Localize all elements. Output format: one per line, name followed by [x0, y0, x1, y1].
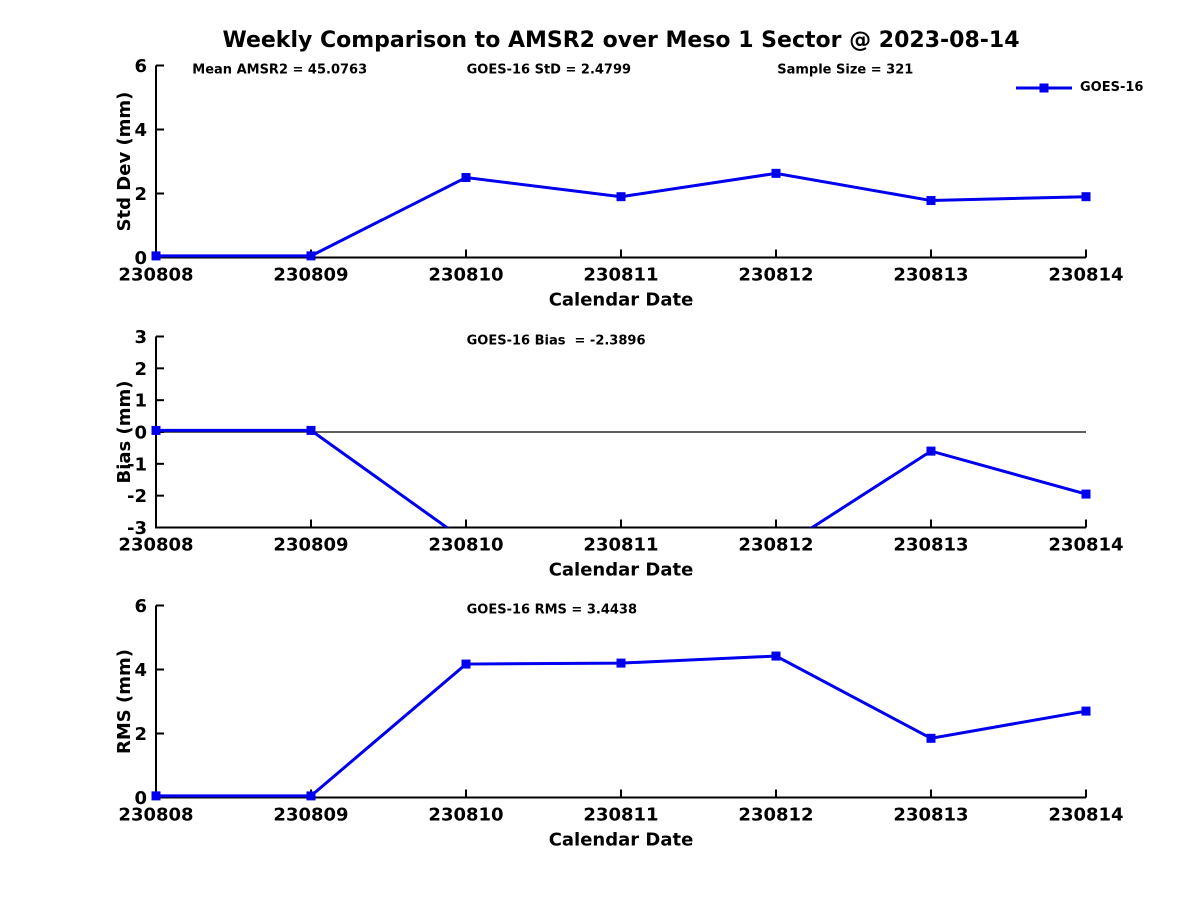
- data-point-marker: [771, 651, 781, 661]
- y-tick-label: 0: [134, 248, 147, 269]
- y-tick-label: 2: [134, 359, 147, 380]
- data-point-marker: [771, 168, 781, 178]
- data-point-marker: [616, 192, 626, 202]
- x-tick-label: 230809: [273, 535, 348, 556]
- y-tick-label: 3: [134, 327, 147, 348]
- data-point-marker: [461, 173, 471, 182]
- data-point-marker: [926, 733, 936, 743]
- y-tick-label: -3: [127, 518, 147, 539]
- x-axis-label: Calendar Date: [549, 290, 694, 311]
- y-tick-label: 4: [134, 660, 147, 681]
- data-point-marker: [926, 446, 936, 456]
- y-tick-label: 4: [134, 120, 147, 141]
- data-point-marker: [461, 659, 471, 669]
- data-point-marker: [151, 251, 161, 261]
- legend-line-marker-icon: [1016, 83, 1072, 93]
- y-tick-label: -2: [127, 486, 147, 507]
- axes-spines: [155, 605, 1086, 799]
- chart-title: Weekly Comparison to AMSR2 over Meso 1 S…: [222, 28, 1020, 53]
- data-point-marker: [151, 425, 161, 435]
- y-tick-label: 0: [134, 788, 147, 809]
- y-axis-label: Bias (mm): [114, 381, 135, 484]
- y-axis-label: Std Dev (mm): [114, 92, 135, 232]
- data-point-marker: [1081, 706, 1091, 716]
- x-tick-label: 230809: [273, 265, 348, 286]
- x-tick-label: 230813: [893, 265, 968, 286]
- data-point-marker: [616, 658, 626, 668]
- x-tick-label: 230814: [1048, 805, 1123, 826]
- data-point-marker: [306, 791, 316, 801]
- y-tick-label: 6: [134, 596, 147, 617]
- legend-square-marker-icon: [1039, 83, 1049, 93]
- axes-spines: [155, 65, 1086, 259]
- data-point-marker: [926, 196, 936, 206]
- y-tick-label: 2: [134, 724, 147, 745]
- data-point-marker: [151, 791, 161, 801]
- subplot-std-dev: 0 2 4 6 230808 230809 230810 230811 230812 230813…: [114, 56, 1124, 311]
- x-tick-label: 230808: [118, 265, 193, 286]
- x-tick-label: 230810: [428, 805, 503, 826]
- y-tick-label: 6: [134, 56, 147, 77]
- x-tick-label: 230813: [893, 805, 968, 826]
- stat-annotation: GOES-16 Bias = -2.3896: [467, 334, 646, 349]
- x-tick-label: 230811: [583, 805, 658, 826]
- y-tick-label: 0: [134, 423, 147, 444]
- y-tick-label: 1: [134, 391, 147, 412]
- subplot-rms: 0 2 4 6 230808 230809 230810 230811 230812 230813…: [114, 596, 1124, 851]
- stat-annotation: Mean AMSR2 = 45.0763: [192, 63, 367, 78]
- data-point-marker: [306, 425, 316, 435]
- y-tick-label: -1: [127, 454, 147, 475]
- x-tick-label: 230810: [428, 535, 503, 556]
- x-tick-label: 230809: [273, 805, 348, 826]
- series-line-GOES-16: [156, 171, 1086, 258]
- x-tick-label: 230814: [1048, 265, 1123, 286]
- x-tick-label: 230808: [118, 535, 193, 556]
- y-axis-label: RMS (mm): [114, 649, 135, 754]
- x-tick-label: 230812: [738, 535, 813, 556]
- x-tick-label: 230811: [583, 265, 658, 286]
- x-tick-label: 230808: [118, 805, 193, 826]
- legend-label: GOES-16: [1080, 80, 1144, 95]
- x-tick-label: 230814: [1048, 535, 1123, 556]
- x-tick-label: 230813: [893, 535, 968, 556]
- x-tick-label: 230812: [738, 265, 813, 286]
- stat-annotation: GOES-16 StD = 2.4799: [467, 63, 631, 78]
- x-axis-label: Calendar Date: [549, 560, 694, 581]
- x-tick-label: 230812: [738, 805, 813, 826]
- stat-annotation: GOES-16 RMS = 3.4438: [467, 603, 637, 618]
- x-axis-label: Calendar Date: [549, 830, 694, 851]
- data-point-marker: [1081, 192, 1091, 202]
- data-point-marker: [306, 251, 316, 261]
- series-line-GOES-16: [156, 654, 1086, 798]
- stat-annotation: Sample Size = 321: [777, 63, 913, 78]
- y-tick-label: 2: [134, 184, 147, 205]
- data-point-marker: [1081, 489, 1091, 499]
- x-tick-label: 230811: [583, 535, 658, 556]
- x-tick-label: 230810: [428, 265, 503, 286]
